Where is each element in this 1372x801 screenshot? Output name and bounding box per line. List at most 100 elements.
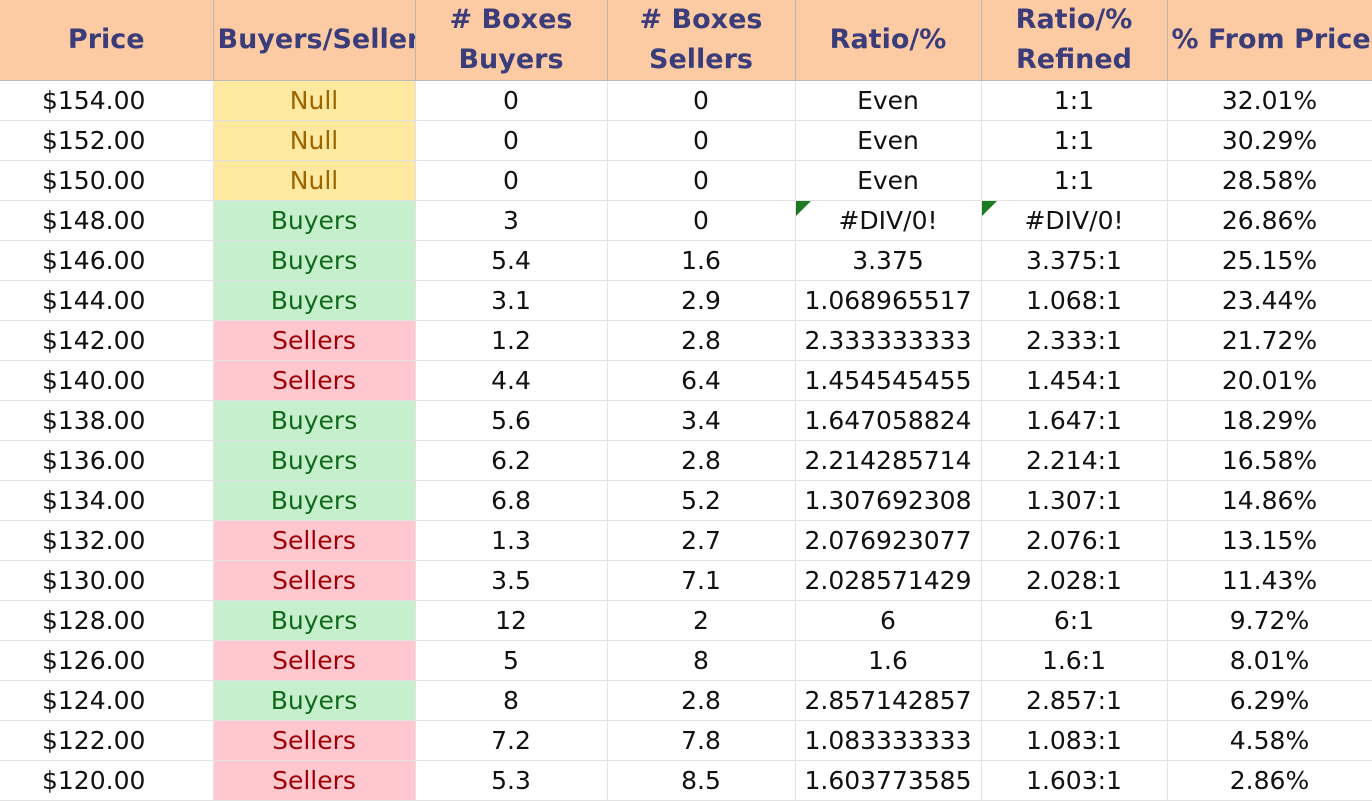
buyers-sellers-cell[interactable]: Buyers	[213, 240, 416, 281]
column-header-from-price[interactable]: % From Price	[1167, 0, 1372, 81]
column-header-boxes-buyers[interactable]: # Boxes Buyers	[415, 0, 608, 81]
buyers-sellers-cell[interactable]: Buyers	[213, 600, 416, 641]
ratio-cell[interactable]: 2.028571429	[795, 560, 982, 601]
boxes-buyers-cell[interactable]: 0	[415, 80, 608, 121]
boxes-buyers-cell[interactable]: 3.5	[415, 560, 608, 601]
boxes-sellers-cell[interactable]: 6.4	[607, 360, 796, 401]
boxes-buyers-cell[interactable]: 0	[415, 160, 608, 201]
price-cell[interactable]: $132.00	[0, 520, 214, 561]
ratio-cell[interactable]: 1.6	[795, 640, 982, 681]
boxes-buyers-cell[interactable]: 12	[415, 600, 608, 641]
price-cell[interactable]: $124.00	[0, 680, 214, 721]
ratio-refined-cell[interactable]: 2.214:1	[981, 440, 1168, 481]
ratio-refined-cell[interactable]: 3.375:1	[981, 240, 1168, 281]
price-cell[interactable]: $120.00	[0, 760, 214, 801]
buyers-sellers-cell[interactable]: Buyers	[213, 680, 416, 721]
price-cell[interactable]: $128.00	[0, 600, 214, 641]
boxes-sellers-cell[interactable]: 0	[607, 160, 796, 201]
boxes-buyers-cell[interactable]: 5.3	[415, 760, 608, 801]
boxes-buyers-cell[interactable]: 1.3	[415, 520, 608, 561]
boxes-buyers-cell[interactable]: 0	[415, 120, 608, 161]
price-cell[interactable]: $126.00	[0, 640, 214, 681]
ratio-refined-cell[interactable]: 1:1	[981, 120, 1168, 161]
boxes-sellers-cell[interactable]: 2.8	[607, 440, 796, 481]
column-header-ratio-refined[interactable]: Ratio/% Refined	[981, 0, 1168, 81]
ratio-cell[interactable]: #DIV/0!	[795, 200, 982, 241]
from-price-cell[interactable]: 13.15%	[1167, 520, 1372, 561]
from-price-cell[interactable]: 14.86%	[1167, 480, 1372, 521]
boxes-buyers-cell[interactable]: 4.4	[415, 360, 608, 401]
ratio-cell[interactable]: 1.307692308	[795, 480, 982, 521]
boxes-sellers-cell[interactable]: 2.7	[607, 520, 796, 561]
boxes-buyers-cell[interactable]: 3	[415, 200, 608, 241]
buyers-sellers-cell[interactable]: Null	[213, 160, 416, 201]
price-cell[interactable]: $142.00	[0, 320, 214, 361]
ratio-cell[interactable]: 1.083333333	[795, 720, 982, 761]
boxes-buyers-cell[interactable]: 6.2	[415, 440, 608, 481]
ratio-cell[interactable]: 1.647058824	[795, 400, 982, 441]
boxes-sellers-cell[interactable]: 0	[607, 80, 796, 121]
price-cell[interactable]: $122.00	[0, 720, 214, 761]
buyers-sellers-cell[interactable]: Buyers	[213, 480, 416, 521]
price-cell[interactable]: $134.00	[0, 480, 214, 521]
ratio-cell[interactable]: Even	[795, 80, 982, 121]
ratio-refined-cell[interactable]: 1.083:1	[981, 720, 1168, 761]
price-cell[interactable]: $136.00	[0, 440, 214, 481]
ratio-refined-cell[interactable]: 1.647:1	[981, 400, 1168, 441]
ratio-cell[interactable]: 2.214285714	[795, 440, 982, 481]
buyers-sellers-cell[interactable]: Sellers	[213, 360, 416, 401]
boxes-sellers-cell[interactable]: 3.4	[607, 400, 796, 441]
from-price-cell[interactable]: 28.58%	[1167, 160, 1372, 201]
ratio-cell[interactable]: 1.603773585	[795, 760, 982, 801]
boxes-buyers-cell[interactable]: 5	[415, 640, 608, 681]
boxes-sellers-cell[interactable]: 7.1	[607, 560, 796, 601]
ratio-refined-cell[interactable]: #DIV/0!	[981, 200, 1168, 241]
boxes-sellers-cell[interactable]: 0	[607, 200, 796, 241]
ratio-cell[interactable]: 3.375	[795, 240, 982, 281]
ratio-refined-cell[interactable]: 1.454:1	[981, 360, 1168, 401]
ratio-cell[interactable]: 2.857142857	[795, 680, 982, 721]
error-indicator-icon[interactable]	[981, 201, 997, 216]
price-cell[interactable]: $140.00	[0, 360, 214, 401]
from-price-cell[interactable]: 6.29%	[1167, 680, 1372, 721]
ratio-refined-cell[interactable]: 1.068:1	[981, 280, 1168, 321]
ratio-refined-cell[interactable]: 1:1	[981, 160, 1168, 201]
buyers-sellers-cell[interactable]: Buyers	[213, 280, 416, 321]
ratio-refined-cell[interactable]: 2.028:1	[981, 560, 1168, 601]
ratio-cell[interactable]: 1.068965517	[795, 280, 982, 321]
buyers-sellers-cell[interactable]: Buyers	[213, 440, 416, 481]
from-price-cell[interactable]: 4.58%	[1167, 720, 1372, 761]
boxes-buyers-cell[interactable]: 5.4	[415, 240, 608, 281]
buyers-sellers-cell[interactable]: Null	[213, 120, 416, 161]
buyers-sellers-cell[interactable]: Buyers	[213, 400, 416, 441]
ratio-refined-cell[interactable]: 6:1	[981, 600, 1168, 641]
price-cell[interactable]: $138.00	[0, 400, 214, 441]
boxes-sellers-cell[interactable]: 7.8	[607, 720, 796, 761]
price-cell[interactable]: $154.00	[0, 80, 214, 121]
ratio-cell[interactable]: Even	[795, 120, 982, 161]
from-price-cell[interactable]: 11.43%	[1167, 560, 1372, 601]
buyers-sellers-cell[interactable]: Buyers	[213, 200, 416, 241]
from-price-cell[interactable]: 18.29%	[1167, 400, 1372, 441]
from-price-cell[interactable]: 2.86%	[1167, 760, 1372, 801]
price-cell[interactable]: $146.00	[0, 240, 214, 281]
ratio-refined-cell[interactable]: 1.6:1	[981, 640, 1168, 681]
from-price-cell[interactable]: 21.72%	[1167, 320, 1372, 361]
from-price-cell[interactable]: 26.86%	[1167, 200, 1372, 241]
price-cell[interactable]: $150.00	[0, 160, 214, 201]
ratio-refined-cell[interactable]: 1.603:1	[981, 760, 1168, 801]
boxes-sellers-cell[interactable]: 8	[607, 640, 796, 681]
ratio-cell[interactable]: 2.333333333	[795, 320, 982, 361]
buyers-sellers-cell[interactable]: Sellers	[213, 320, 416, 361]
buyers-sellers-cell[interactable]: Sellers	[213, 720, 416, 761]
from-price-cell[interactable]: 25.15%	[1167, 240, 1372, 281]
boxes-sellers-cell[interactable]: 1.6	[607, 240, 796, 281]
ratio-refined-cell[interactable]: 2.857:1	[981, 680, 1168, 721]
column-header-buyers-sellers[interactable]: Buyers/Sellers	[213, 0, 416, 81]
column-header-price[interactable]: Price	[0, 0, 214, 81]
from-price-cell[interactable]: 9.72%	[1167, 600, 1372, 641]
ratio-cell[interactable]: 6	[795, 600, 982, 641]
ratio-cell[interactable]: 1.454545455	[795, 360, 982, 401]
boxes-sellers-cell[interactable]: 2.8	[607, 680, 796, 721]
price-cell[interactable]: $130.00	[0, 560, 214, 601]
